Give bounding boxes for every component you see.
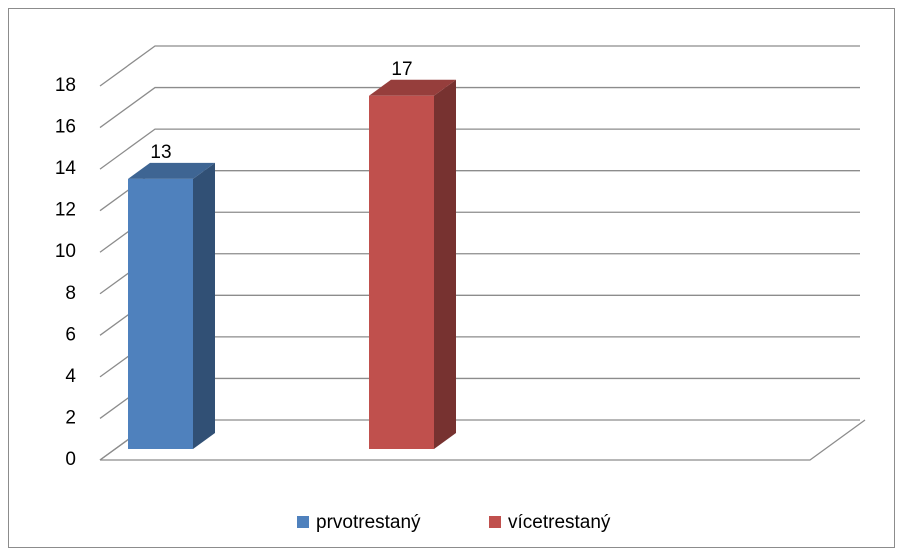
data-label: 17	[391, 59, 412, 80]
y-tick-label: 16	[55, 117, 76, 138]
bar	[128, 178, 193, 449]
grid-line	[99, 45, 860, 87]
y-tick-label: 4	[65, 366, 76, 387]
bar	[369, 95, 434, 450]
y-tick-label: 8	[65, 283, 76, 304]
y-tick-label: 2	[65, 407, 76, 428]
legend-label: prvotrestaný	[316, 512, 421, 533]
y-tick-label: 12	[55, 200, 76, 221]
legend-swatch	[297, 516, 309, 528]
legend-label: vícetrestaný	[508, 512, 611, 533]
bar-top	[369, 79, 456, 96]
bar-side	[434, 79, 456, 450]
grid-line	[99, 128, 860, 170]
bar-top	[128, 162, 215, 179]
y-tick-label: 0	[65, 449, 76, 470]
legend-swatch	[489, 516, 501, 528]
y-tick-label: 10	[55, 241, 76, 262]
y-tick-label: 14	[55, 158, 77, 179]
grid-line	[99, 86, 860, 129]
bar-side	[193, 162, 215, 449]
y-tick-label: 18	[55, 75, 76, 96]
data-label: 13	[150, 142, 171, 163]
y-tick-label: 6	[65, 324, 76, 345]
